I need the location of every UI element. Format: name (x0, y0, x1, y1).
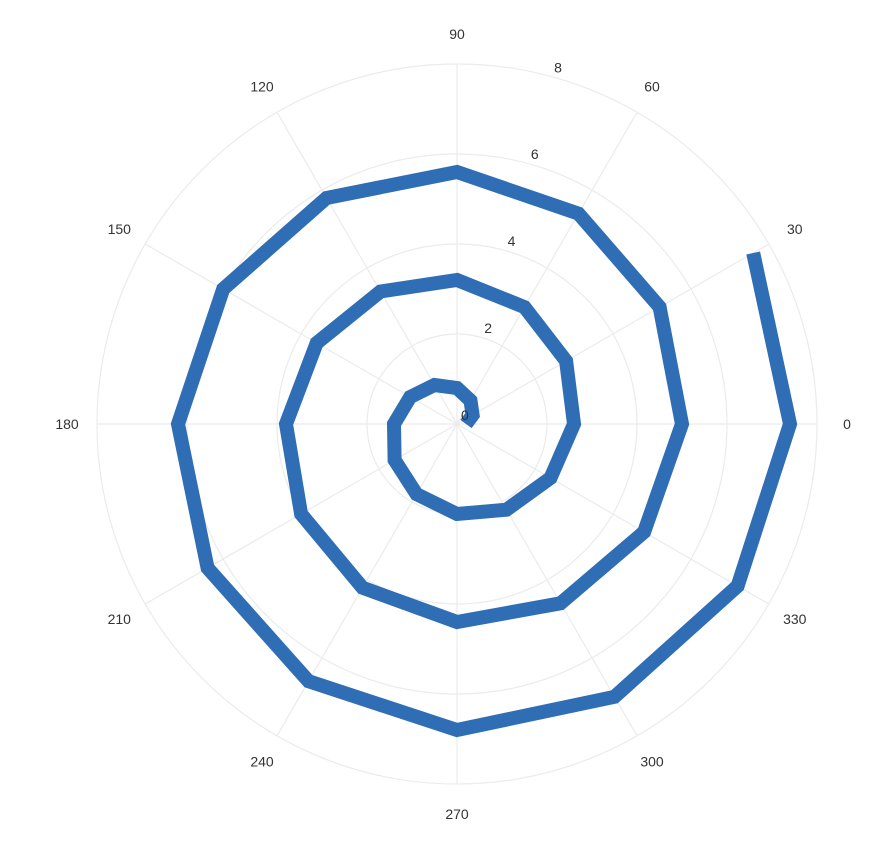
angular-gridline-330 (456, 423, 770, 605)
radial-tick-label-8: 8 (554, 59, 562, 75)
series-line-0 (170, 164, 798, 738)
angular-tick-label-300: 300 (640, 754, 664, 770)
radial-tick-label-6: 6 (531, 146, 539, 162)
radial-tick-label-4: 4 (508, 233, 516, 249)
angular-gridline-120 (276, 111, 458, 425)
angular-tick-label-180: 180 (55, 416, 79, 432)
angular-tick-label-60: 60 (644, 78, 660, 94)
angular-tick-label-90: 90 (449, 26, 465, 42)
angular-tick-label-330: 330 (783, 611, 807, 627)
radial-tick-labels: 0 2 4 6 8 (461, 59, 562, 423)
angular-gridline-240 (276, 423, 458, 737)
angular-gridline-60 (456, 111, 638, 425)
angular-tick-label-120: 120 (250, 78, 274, 94)
series-layer (170, 164, 798, 738)
angular-tick-label-240: 240 (250, 754, 274, 770)
angular-tick-label-270: 270 (445, 806, 469, 822)
angular-tick-label-150: 150 (108, 221, 132, 237)
radial-tick-label-0: 0 (461, 407, 469, 423)
radial-tick-label-2: 2 (484, 320, 492, 336)
angular-gridline-300 (456, 423, 638, 737)
angular-tick-label-210: 210 (108, 611, 132, 627)
angular-tick-label-0: 0 (843, 416, 851, 432)
angular-tick-label-30: 30 (787, 221, 803, 237)
angular-gridline-30 (456, 243, 770, 425)
